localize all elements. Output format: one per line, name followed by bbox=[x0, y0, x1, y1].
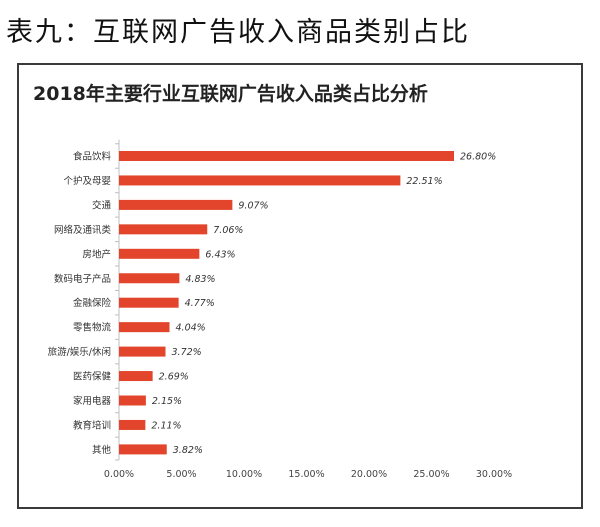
category-label: 个护及母婴 bbox=[63, 175, 111, 187]
category-label: 房地产 bbox=[82, 248, 111, 260]
category-label: 网络及通讯类 bbox=[54, 224, 112, 236]
x-tick-label: 20.00% bbox=[351, 469, 387, 480]
bar bbox=[119, 395, 146, 406]
x-tick-label: 0.00% bbox=[104, 469, 134, 480]
value-label: 7.06% bbox=[213, 225, 243, 236]
value-label: 4.83% bbox=[185, 274, 215, 285]
value-label: 3.72% bbox=[172, 347, 202, 358]
category-label: 旅游/娱乐/休闲 bbox=[48, 346, 111, 358]
bar bbox=[119, 248, 200, 259]
value-label: 22.51% bbox=[406, 176, 442, 187]
value-label: 4.77% bbox=[185, 298, 215, 309]
category-label: 食品饮料 bbox=[73, 151, 112, 163]
bar bbox=[119, 444, 167, 455]
value-label: 2.11% bbox=[151, 420, 181, 431]
value-label: 9.07% bbox=[238, 200, 268, 211]
bar bbox=[119, 346, 166, 357]
x-tick-label: 25.00% bbox=[413, 469, 449, 480]
x-tick-label: 15.00% bbox=[288, 469, 324, 480]
bar bbox=[119, 151, 454, 161]
category-label: 医药保健 bbox=[73, 371, 112, 383]
bar-chart: 食品饮料 26.80% 个护及母婴 22.51% 交通 9.07% 网络及通讯类 7.06% 房… bbox=[48, 139, 512, 480]
value-label: 26.80% bbox=[460, 152, 496, 163]
chart-title: 2018年主要行业互联网广告收入品类占比分析 bbox=[33, 83, 428, 105]
chart-panel: 2018年主要行业互联网广告收入品类占比分析 食品饮料 26.80% 个护及母婴 22… bbox=[17, 63, 583, 509]
page-heading: 表九：互联网广告收入商品类别占比 bbox=[6, 17, 470, 48]
category-label: 金融保险 bbox=[73, 297, 112, 309]
bar bbox=[119, 297, 179, 308]
value-label: 2.69% bbox=[159, 372, 189, 383]
value-label: 2.15% bbox=[152, 396, 182, 407]
value-label: 6.43% bbox=[205, 249, 235, 260]
value-label: 3.82% bbox=[173, 445, 203, 456]
bar bbox=[119, 419, 146, 430]
value-label: 4.04% bbox=[176, 323, 206, 334]
x-tick-label: 30.00% bbox=[476, 469, 512, 480]
category-label: 家用电器 bbox=[73, 395, 112, 407]
category-label: 其他 bbox=[92, 444, 112, 456]
bar bbox=[119, 175, 401, 186]
category-label: 教育培训 bbox=[73, 419, 111, 431]
category-label: 交通 bbox=[92, 199, 112, 211]
category-label: 数码电子产品 bbox=[54, 273, 111, 285]
x-tick-label: 5.00% bbox=[166, 469, 196, 480]
category-label: 零售物流 bbox=[73, 322, 112, 334]
bar bbox=[119, 199, 233, 210]
bar bbox=[119, 224, 208, 235]
x-tick-label: 10.00% bbox=[226, 469, 262, 480]
bar bbox=[119, 322, 170, 333]
bar bbox=[119, 371, 153, 382]
bar bbox=[119, 273, 180, 284]
